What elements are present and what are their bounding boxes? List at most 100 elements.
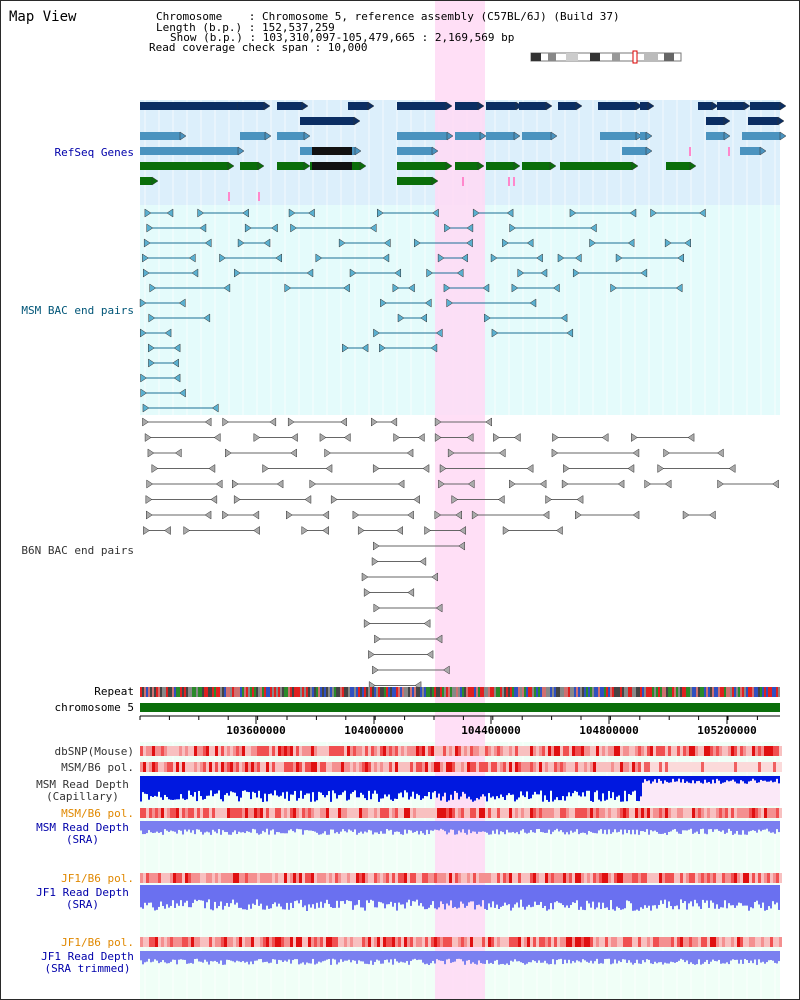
track-label-msm-bac[interactable]: MSM BAC end pairs xyxy=(21,304,134,317)
msm-capillary-depth xyxy=(664,776,666,781)
msm-pol-strip-2 xyxy=(773,808,776,818)
jf1-pol-strip-1 xyxy=(470,873,473,883)
msm-pol-strip-1 xyxy=(383,762,386,772)
track-label-dbsnp[interactable]: dbSNP(Mouse) xyxy=(54,745,134,758)
msm-capillary-depth xyxy=(238,776,240,802)
msm-sra-depth xyxy=(342,821,344,830)
track-label-msm-b6-pol-1[interactable]: MSM/B6 pol. xyxy=(61,761,134,774)
repeat-element xyxy=(612,687,614,697)
jf1-pol-strip-2 xyxy=(656,937,659,947)
msm-sra-depth xyxy=(706,821,708,835)
msm-pol-strip-2 xyxy=(368,808,371,818)
b6n-bac-end xyxy=(146,510,153,520)
track-label-msm-b6-pol-2[interactable]: MSM/B6 pol. xyxy=(61,807,134,820)
jf1-pol-strip-1 xyxy=(533,873,536,883)
msm-bac-end xyxy=(148,313,156,323)
msm-pol-strip-1 xyxy=(485,762,488,772)
msm-bac-end xyxy=(397,313,405,323)
repeat-element xyxy=(704,687,706,697)
repeat-element xyxy=(430,687,432,697)
jf1-pol-strip-1 xyxy=(242,873,245,883)
msm-pol-strip-1 xyxy=(404,762,407,772)
msm-sra-depth xyxy=(346,821,348,833)
repeat-element xyxy=(518,687,520,697)
repeat-element xyxy=(756,687,758,697)
jf1-sra-depth xyxy=(244,885,246,910)
msm-capillary-depth xyxy=(646,776,648,782)
track-label-jf1-depth-trimmed[interactable]: JF1 Read Depth (SRA trimmed) xyxy=(41,950,134,975)
msm-sra-depth xyxy=(228,821,230,835)
jf1-pol-strip-1 xyxy=(659,873,662,883)
dbsnp-strip xyxy=(293,746,296,756)
b6n-bac-end xyxy=(728,464,736,473)
jf1-pol-strip-2 xyxy=(206,937,209,947)
jf1-pol-strip-1 xyxy=(650,873,653,883)
b6n-bac-end xyxy=(290,448,297,458)
jf1-sra-depth xyxy=(632,885,634,911)
jf1-sra-depth xyxy=(708,885,710,908)
msm-capillary-depth xyxy=(224,776,226,795)
b6n-bac-end xyxy=(617,479,625,489)
jf1-trimmed-depth xyxy=(652,951,654,965)
jf1-trimmed-depth xyxy=(480,951,482,964)
b6n-bac-end xyxy=(373,603,381,613)
msm-sra-depth xyxy=(150,821,152,833)
jf1-sra-depth xyxy=(720,885,722,908)
track-label-jf1-depth-sra[interactable]: JF1 Read Depth (SRA) xyxy=(36,886,129,911)
msm-sra-depth xyxy=(416,821,418,831)
track-label-msm-depth-capillary[interactable]: MSM Read Depth (Capillary) xyxy=(36,778,129,803)
repeat-element xyxy=(458,687,460,697)
msm-capillary-depth xyxy=(750,776,752,781)
jf1-pol-strip-1 xyxy=(275,873,278,883)
msm-sra-depth xyxy=(422,821,424,834)
msm-sra-depth xyxy=(640,821,642,832)
msm-capillary-depth xyxy=(542,776,544,802)
msm-capillary-depth xyxy=(544,776,546,796)
jf1-trimmed-depth xyxy=(634,951,636,964)
msm-pol-strip-1 xyxy=(167,762,170,772)
msm-pol-strip-1 xyxy=(290,762,293,772)
jf1-pol-strip-2 xyxy=(620,937,623,947)
repeat-element xyxy=(776,687,778,697)
track-label-b6n-bac[interactable]: B6N BAC end pairs xyxy=(21,544,134,557)
repeat-element xyxy=(752,687,754,697)
msm-capillary-depth xyxy=(452,776,454,800)
msm-capillary-depth xyxy=(494,776,496,800)
msm-bac-end xyxy=(664,238,672,248)
jf1-trimmed-depth xyxy=(288,951,290,960)
repeat-element xyxy=(370,687,372,697)
track-label-jf1-b6-pol-1[interactable]: JF1/B6 pol. xyxy=(61,872,134,885)
msm-sra-depth xyxy=(626,821,628,834)
jf1-trimmed-depth xyxy=(612,951,614,964)
repeat-element xyxy=(400,687,402,697)
track-label-msm-depth-sra[interactable]: MSM Read Depth (SRA) xyxy=(36,821,129,846)
jf1-trimmed-depth xyxy=(548,951,550,965)
repeat-element xyxy=(422,687,424,697)
msm-sra-depth xyxy=(738,821,740,835)
refseq-exon xyxy=(312,162,352,170)
b6n-bac-end xyxy=(142,417,149,427)
dbsnp-strip xyxy=(308,746,311,756)
jf1-pol-strip-1 xyxy=(359,873,362,883)
jf1-pol-strip-2 xyxy=(476,937,479,947)
msm-bac-end xyxy=(572,268,580,278)
jf1-pol-strip-2 xyxy=(557,937,560,947)
track-label-jf1-b6-pol-2[interactable]: JF1/B6 pol. xyxy=(61,936,134,949)
track-label-refseq-genes[interactable]: RefSeq Genes xyxy=(54,146,134,159)
jf1-sra-depth xyxy=(202,885,204,901)
repeat-element xyxy=(210,687,212,697)
axis-tick-label: 103600000 xyxy=(226,724,286,737)
jf1-trimmed-depth xyxy=(332,951,334,959)
msm-bac-end xyxy=(684,238,691,248)
repeat-element xyxy=(296,687,298,697)
msm-pol-strip-1 xyxy=(260,762,263,772)
jf1-pol-strip-2 xyxy=(395,937,398,947)
repeat-element xyxy=(636,687,638,697)
msm-sra-depth xyxy=(264,821,266,833)
jf1-sra-depth xyxy=(698,885,700,907)
b6n-bac-end xyxy=(716,448,724,458)
jf1-sra-depth xyxy=(274,885,276,903)
jf1-trimmed-depth xyxy=(458,951,460,959)
jf1-trimmed-depth xyxy=(632,951,634,965)
